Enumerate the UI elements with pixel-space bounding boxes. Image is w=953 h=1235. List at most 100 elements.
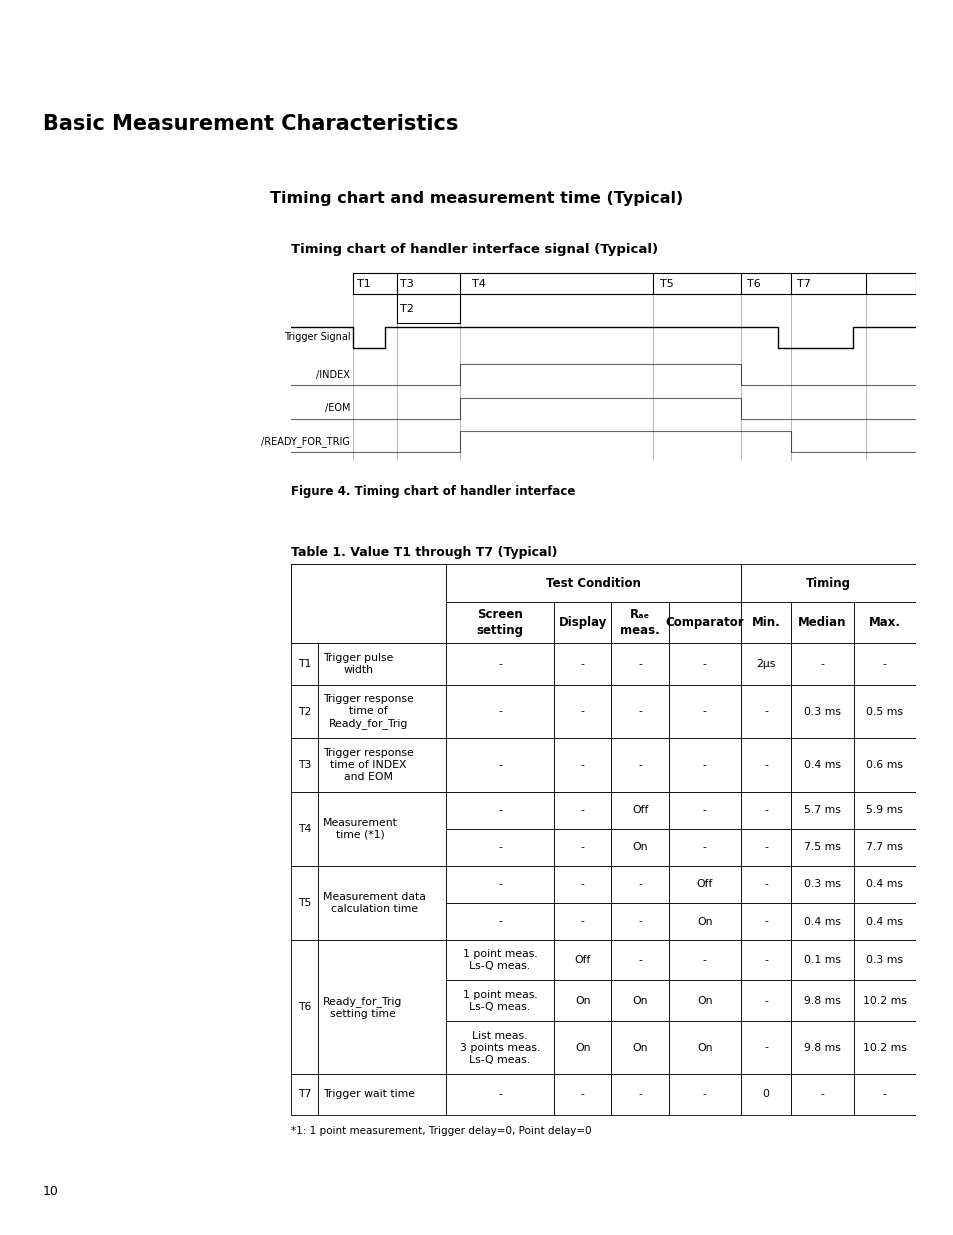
Text: 7.5 ms: 7.5 ms <box>803 842 840 852</box>
Text: Min.: Min. <box>751 616 780 629</box>
Bar <box>668 903 740 940</box>
Text: T6: T6 <box>746 279 760 289</box>
Bar <box>611 903 668 940</box>
Text: -: - <box>702 842 706 852</box>
Bar <box>853 940 915 981</box>
Text: Timing chart of handler interface signal (Typical): Timing chart of handler interface signal… <box>291 243 658 257</box>
Bar <box>317 685 445 739</box>
Bar <box>291 564 445 603</box>
Bar <box>554 940 611 981</box>
Bar <box>790 1074 853 1115</box>
Bar <box>853 603 915 642</box>
Text: Table 1. Value T1 through T7 (Typical): Table 1. Value T1 through T7 (Typical) <box>291 546 557 559</box>
Bar <box>740 981 790 1021</box>
Text: 0.6 ms: 0.6 ms <box>865 760 902 769</box>
Bar <box>317 642 445 685</box>
Text: -: - <box>638 879 641 889</box>
Bar <box>853 792 915 829</box>
Text: -: - <box>580 1089 584 1099</box>
Text: Trigger response
time of INDEX
and EOM: Trigger response time of INDEX and EOM <box>323 748 414 782</box>
Text: On: On <box>697 916 712 926</box>
Text: -: - <box>580 842 584 852</box>
Text: T4: T4 <box>297 824 311 834</box>
Text: -: - <box>763 995 767 1005</box>
Text: 0.3 ms: 0.3 ms <box>803 879 840 889</box>
Text: -: - <box>580 658 584 668</box>
Bar <box>317 1074 445 1115</box>
Bar <box>790 829 853 866</box>
Bar <box>291 739 317 792</box>
Bar <box>445 739 554 792</box>
Text: T2: T2 <box>400 304 414 314</box>
Text: Measurement
time (*1): Measurement time (*1) <box>323 818 397 840</box>
Text: Test Condition: Test Condition <box>545 577 640 590</box>
Bar <box>291 1074 317 1115</box>
Text: 9.8 ms: 9.8 ms <box>803 995 840 1005</box>
Text: /INDEX: /INDEX <box>316 369 350 380</box>
Text: Timing chart and measurement time (Typical): Timing chart and measurement time (Typic… <box>270 191 683 206</box>
Bar <box>291 564 445 642</box>
Text: -: - <box>882 1089 885 1099</box>
Bar <box>445 603 554 642</box>
Text: -: - <box>638 956 641 966</box>
Text: -: - <box>882 658 885 668</box>
Text: -: - <box>702 658 706 668</box>
Text: -: - <box>638 706 641 716</box>
Bar <box>668 829 740 866</box>
Bar <box>790 1021 853 1074</box>
Text: -: - <box>702 706 706 716</box>
Bar <box>740 603 790 642</box>
Bar <box>317 940 445 1074</box>
Bar <box>554 739 611 792</box>
Text: 0.4 ms: 0.4 ms <box>803 916 840 926</box>
Text: -: - <box>638 760 641 769</box>
Text: Max.: Max. <box>868 616 900 629</box>
Bar <box>740 564 915 603</box>
Bar <box>611 739 668 792</box>
Bar <box>668 792 740 829</box>
Bar <box>668 866 740 903</box>
Text: -: - <box>820 658 823 668</box>
Text: -: - <box>497 760 501 769</box>
Text: -: - <box>763 706 767 716</box>
Text: On: On <box>575 1042 590 1052</box>
Text: On: On <box>632 842 647 852</box>
Bar <box>291 940 317 1074</box>
Text: -: - <box>702 1089 706 1099</box>
Bar <box>853 829 915 866</box>
Bar <box>853 1074 915 1115</box>
Text: -: - <box>580 916 584 926</box>
Text: On: On <box>632 995 647 1005</box>
Text: 1 point meas.
Ls-Q meas.: 1 point meas. Ls-Q meas. <box>462 950 537 971</box>
Bar <box>445 903 554 940</box>
Text: -: - <box>497 842 501 852</box>
Text: 9.8 ms: 9.8 ms <box>803 1042 840 1052</box>
Text: 0.4 ms: 0.4 ms <box>865 916 902 926</box>
Text: Off: Off <box>696 879 712 889</box>
Text: -: - <box>763 1042 767 1052</box>
Text: On: On <box>575 995 590 1005</box>
Text: 5.7 ms: 5.7 ms <box>803 805 840 815</box>
Text: List meas.
3 points meas.
Ls-Q meas.: List meas. 3 points meas. Ls-Q meas. <box>459 1030 539 1065</box>
Text: T5: T5 <box>297 898 311 908</box>
Bar <box>740 642 790 685</box>
Text: T3: T3 <box>297 760 311 769</box>
Text: T7: T7 <box>797 279 810 289</box>
Bar <box>853 739 915 792</box>
Text: Trigger wait time: Trigger wait time <box>323 1089 415 1099</box>
Bar <box>445 685 554 739</box>
Text: -: - <box>820 1089 823 1099</box>
Bar <box>445 866 554 903</box>
Bar <box>317 866 445 940</box>
Bar <box>554 981 611 1021</box>
Bar <box>554 603 611 642</box>
Bar <box>611 642 668 685</box>
Bar <box>445 829 554 866</box>
Text: Trigger Signal: Trigger Signal <box>283 332 350 342</box>
Text: 2μs: 2μs <box>756 658 775 668</box>
Text: -: - <box>497 658 501 668</box>
Bar <box>554 642 611 685</box>
Text: Comparator: Comparator <box>665 616 743 629</box>
Text: 0.3 ms: 0.3 ms <box>803 706 840 716</box>
Bar <box>554 792 611 829</box>
